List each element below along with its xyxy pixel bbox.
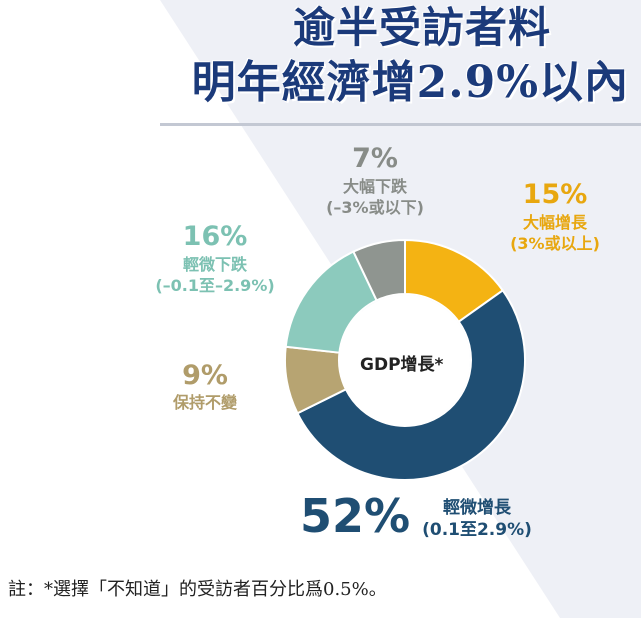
label-slight-decline: 16% 輕微下跌 (–0.1至–2.9%) bbox=[135, 220, 295, 296]
label-large-decline-range: (–3%或以下) bbox=[326, 198, 424, 217]
label-large-decline-pct: 7% bbox=[352, 143, 398, 174]
title-divider bbox=[160, 123, 641, 126]
label-large-growth-name: 大幅增長 bbox=[522, 213, 587, 232]
label-slight-growth-pct: 52% bbox=[300, 489, 411, 543]
label-large-growth-pct: 15% bbox=[522, 179, 588, 210]
label-large-decline: 7% 大幅下跌 (–3%或以下) bbox=[305, 142, 445, 218]
donut-slice-1 bbox=[296, 288, 526, 481]
label-slight-decline-name: 輕微下跌 bbox=[182, 255, 247, 274]
label-slight-decline-range: (–0.1至–2.9%) bbox=[155, 276, 275, 295]
label-unchanged-name: 保持不變 bbox=[172, 393, 237, 412]
label-large-growth-range: (3%或以上) bbox=[510, 234, 600, 253]
label-slight-growth-name: 輕微增長 bbox=[443, 498, 511, 518]
label-slight-growth-pct-wrap: 52% bbox=[300, 488, 410, 544]
donut-hole bbox=[340, 295, 470, 425]
headline-line-1: 逾半受訪者料 bbox=[292, 3, 551, 52]
donut-slice-4 bbox=[352, 238, 406, 302]
footnote: 註：*選擇「不知道」的受訪者百分比爲0.5%。 bbox=[8, 579, 387, 600]
label-slight-decline-pct: 16% bbox=[182, 221, 248, 252]
label-unchanged: 9% 保持不變 bbox=[150, 360, 260, 413]
label-unchanged-pct: 9% bbox=[182, 360, 228, 391]
label-large-decline-name: 大幅下跌 bbox=[342, 177, 407, 196]
label-slight-growth: 輕微增長 (0.1至2.9%) bbox=[412, 497, 542, 541]
label-slight-growth-range: (0.1至2.9%) bbox=[422, 520, 532, 540]
headline-line-2: 明年經濟增2.9%以內 bbox=[191, 57, 629, 108]
label-large-growth: 15% 大幅增長 (3%或以上) bbox=[500, 178, 610, 254]
donut-center-label: GDP增長* bbox=[360, 355, 444, 375]
